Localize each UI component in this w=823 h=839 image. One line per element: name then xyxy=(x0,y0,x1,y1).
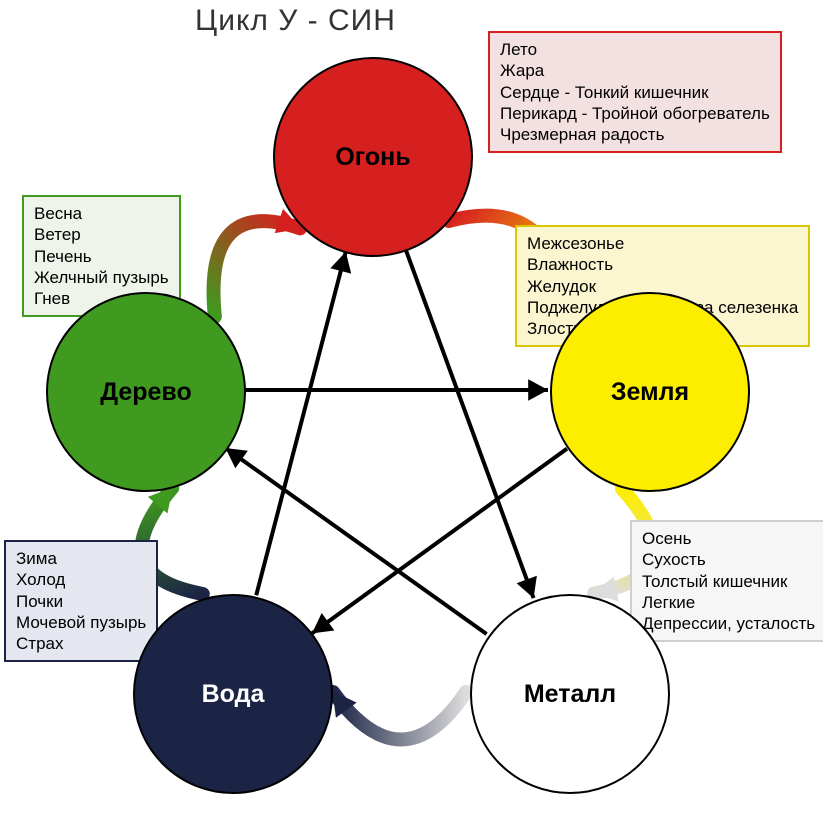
info-line: Ветер xyxy=(34,224,169,245)
info-line: Мочевой пузырь xyxy=(16,612,146,633)
info-line: Зима xyxy=(16,548,146,569)
info-box-metal: ОсеньСухостьТолстый кишечникЛегкиеДепрес… xyxy=(630,520,823,642)
info-line: Холод xyxy=(16,569,146,590)
info-line: Почки xyxy=(16,591,146,612)
node-wood: Дерево xyxy=(46,292,246,492)
info-line: Чрезмерная радость xyxy=(500,124,770,145)
node-metal: Металл xyxy=(470,594,670,794)
info-line: Лето xyxy=(500,39,770,60)
info-box-fire: ЛетоЖараСердце - Тонкий кишечникПерикард… xyxy=(488,31,782,153)
info-line: Депрессии, усталость xyxy=(642,613,815,634)
node-earth: Земля xyxy=(550,292,750,492)
info-line: Перикард - Тройной обогреватель xyxy=(500,103,770,124)
node-label: Металл xyxy=(524,680,616,709)
info-line: Жара xyxy=(500,60,770,81)
node-label: Земля xyxy=(611,378,689,407)
node-label: Вода xyxy=(202,680,265,709)
node-label: Дерево xyxy=(100,378,192,407)
node-water: Вода xyxy=(133,594,333,794)
info-line: Сухость xyxy=(642,549,815,570)
info-line: Толстый кишечник xyxy=(642,571,815,592)
info-line: Весна xyxy=(34,203,169,224)
info-box-water: ЗимаХолодПочкиМочевой пузырьСтрах xyxy=(4,540,158,662)
node-label: Огонь xyxy=(335,143,410,172)
info-line: Сердце - Тонкий кишечник xyxy=(500,82,770,103)
info-line: Легкие xyxy=(642,592,815,613)
info-line: Печень xyxy=(34,246,169,267)
info-line: Межсезонье xyxy=(527,233,798,254)
info-line: Желчный пузырь xyxy=(34,267,169,288)
info-line: Влажность xyxy=(527,254,798,275)
info-line: Страх xyxy=(16,633,146,654)
info-line: Осень xyxy=(642,528,815,549)
node-fire: Огонь xyxy=(273,57,473,257)
